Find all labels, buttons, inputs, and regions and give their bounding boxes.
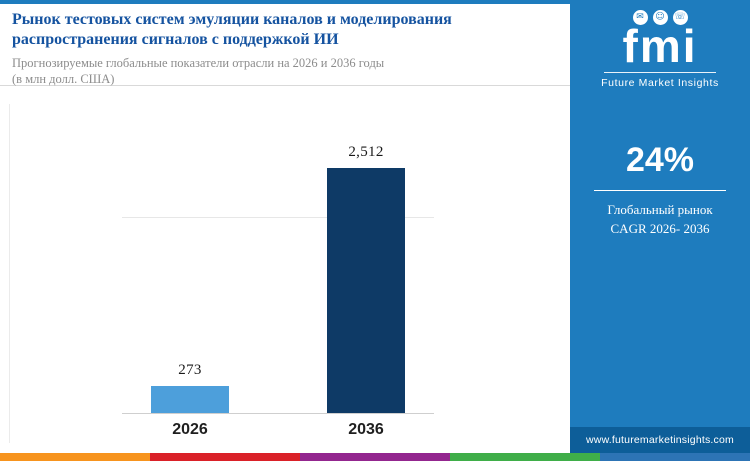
logo-text: fmi	[622, 20, 698, 72]
cagr-label-line1: Глобальный рынок	[607, 202, 713, 217]
cagr-label: Глобальный рынок CAGR 2026- 2036	[570, 201, 750, 239]
logo-tagline: Future Market Insights	[601, 77, 719, 89]
subtitle-line1: Прогнозируемые глобальные показатели отр…	[12, 56, 385, 70]
top-accent-border	[0, 0, 750, 4]
page-title: Рынок тестовых систем эмуляции каналов и…	[12, 11, 452, 48]
subtitle: Прогнозируемые глобальные показатели отр…	[12, 55, 570, 88]
sidebar: ✉ ☺ ☏ fmi Future Market Insights 24% Гло…	[570, 0, 750, 453]
axis-label-2036: 2036	[348, 421, 384, 438]
website-link[interactable]: www.futuremarketinsights.com	[586, 434, 734, 446]
website-bar: www.futuremarketinsights.com	[570, 427, 750, 453]
megaphone-icon: ☏	[672, 10, 688, 25]
cagr-value: 24%	[625, 141, 695, 179]
bar-2026	[151, 386, 229, 413]
fmi-logo: ✉ ☺ ☏ fmi Future Market Insights	[570, 10, 750, 89]
bar-group-2026: 273 2026	[150, 128, 230, 438]
stripe-segment-red	[150, 453, 300, 461]
gridline	[122, 217, 434, 218]
logo-divider	[604, 72, 716, 73]
axis-label-2026: 2026	[172, 421, 208, 438]
cagr-label-line2: CAGR 2026- 2036	[610, 220, 710, 236]
bar-chart: 273 2026 2,512 2036	[0, 86, 570, 446]
stripe-segment-orange	[0, 453, 150, 461]
logo-icons: ✉ ☺ ☏	[570, 10, 750, 25]
footer-stripe	[0, 453, 750, 461]
stripe-segment-purple	[300, 453, 450, 461]
header: Рынок тестовых систем эмуляции каналов и…	[0, 4, 570, 86]
cagr-divider	[594, 190, 726, 191]
main-content: Рынок тестовых систем эмуляции каналов и…	[0, 4, 570, 453]
bar-value-label: 273	[178, 362, 202, 378]
bar-value-label: 2,512	[348, 144, 384, 160]
bar-2036	[327, 168, 405, 413]
left-edge-rule	[9, 104, 10, 443]
plot-area: 273 2026 2,512 2036	[122, 128, 434, 438]
chat-icon: ✉	[632, 10, 648, 25]
subtitle-line2: (в млн долл. США)	[12, 72, 115, 87]
stripe-segment-green	[450, 453, 600, 461]
bar-group-2036: 2,512 2036	[326, 128, 406, 438]
person-icon: ☺	[652, 10, 668, 25]
cagr-block: 24% Глобальный рынок CAGR 2026- 2036	[570, 141, 750, 239]
stripe-segment-blue	[600, 453, 750, 461]
